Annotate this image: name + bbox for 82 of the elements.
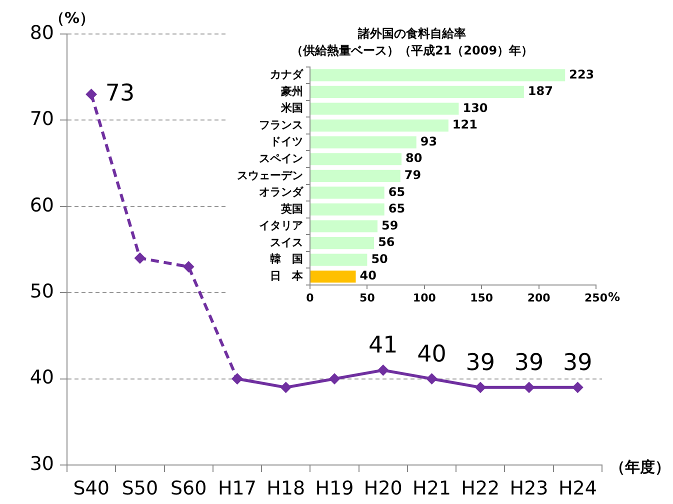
x-tick-label: H18: [266, 477, 306, 500]
x-tick-label: H17: [218, 477, 256, 500]
bar: [310, 102, 459, 115]
data-label: 65: [388, 184, 406, 199]
point: [280, 382, 292, 393]
y-tick-label: 40: [30, 366, 54, 389]
y-tick-label: フランス: [259, 118, 303, 132]
x-tick-label: H22: [461, 477, 500, 500]
point: [474, 382, 486, 393]
chart-title: 諸外国の食料自給率: [357, 26, 466, 40]
data-label: 121: [452, 118, 478, 132]
data-label: 56: [378, 235, 395, 250]
chart-subtitle: （供給熱量ベース）（平成21（2009）年）: [290, 44, 534, 58]
point: [524, 382, 535, 393]
y-tick-label: スペイン: [259, 152, 303, 165]
bar: [310, 86, 524, 98]
data-label: 65: [388, 202, 406, 216]
y-tick-label: 30: [30, 452, 54, 475]
bar: [310, 69, 566, 82]
bar: [310, 153, 402, 166]
bar: [310, 186, 384, 199]
point: [232, 373, 243, 384]
bar: [310, 203, 384, 216]
point: [134, 252, 146, 264]
y-tick-label: 英国: [280, 202, 303, 216]
bar: [310, 136, 416, 148]
x-axis-title: （年度）: [610, 458, 670, 476]
y-tick-label: スウェーデン: [237, 168, 303, 182]
data-label: 79: [404, 168, 422, 182]
x-tick-label: H20: [364, 477, 402, 500]
y-tick-label: 70: [30, 108, 54, 130]
point: [426, 373, 438, 384]
x-tick-label: S60: [170, 477, 207, 500]
data-label: 41: [368, 332, 398, 359]
data-label: 73: [105, 80, 135, 106]
bar: [310, 236, 374, 250]
x-tick-label: 200: [527, 291, 551, 304]
x-tick-label: H24: [558, 477, 597, 500]
data-label: 39: [514, 350, 544, 376]
data-label: 93: [420, 134, 438, 148]
bar: [310, 170, 400, 182]
bar: [310, 270, 356, 283]
x-tick-label: 0: [306, 291, 314, 304]
bar: [310, 120, 448, 132]
x-tick-label: H19: [315, 477, 354, 500]
data-label: 80: [406, 151, 422, 166]
data-label: 59: [381, 218, 398, 232]
y-tick-label: スイス: [270, 236, 303, 249]
data-label: 50: [371, 252, 388, 266]
y-tick-label: 豪州: [280, 84, 303, 98]
x-tick-label: S50: [122, 477, 158, 500]
x-tick-label: 250: [584, 291, 608, 304]
y-tick-label: 80: [30, 22, 54, 44]
data-label: 40: [417, 341, 446, 368]
y-tick-label: 日 本: [270, 269, 304, 282]
x-tick-label: 100: [412, 291, 436, 304]
data-label: 223: [569, 67, 594, 82]
data-label: 187: [528, 84, 553, 98]
y-tick-label: カナダ: [270, 68, 304, 82]
point: [572, 382, 584, 393]
data-label: 130: [462, 100, 488, 115]
y-tick-label: 韓 国: [270, 252, 303, 266]
y-tick-label: 60: [30, 194, 54, 216]
point: [329, 373, 340, 384]
x-tick-label: S40: [73, 477, 110, 500]
y-tick-label: ドイツ: [270, 135, 303, 148]
x-tick-label: H21: [412, 477, 452, 500]
x-axis-title: %: [608, 290, 620, 304]
data-label: 39: [466, 350, 496, 376]
data-label: 40: [360, 268, 376, 283]
x-tick-label: H23: [510, 477, 548, 500]
x-tick-label: 150: [470, 291, 494, 304]
point: [183, 261, 194, 272]
bar: [310, 220, 378, 232]
x-tick-label: 50: [360, 291, 376, 304]
y-tick-label: オランダ: [259, 186, 304, 199]
data-label: 39: [563, 350, 592, 376]
point: [86, 88, 97, 100]
y-tick-label: イタリア: [259, 219, 303, 232]
y-tick-label: 米国: [280, 102, 303, 115]
point: [378, 364, 389, 376]
bar: [310, 254, 368, 266]
